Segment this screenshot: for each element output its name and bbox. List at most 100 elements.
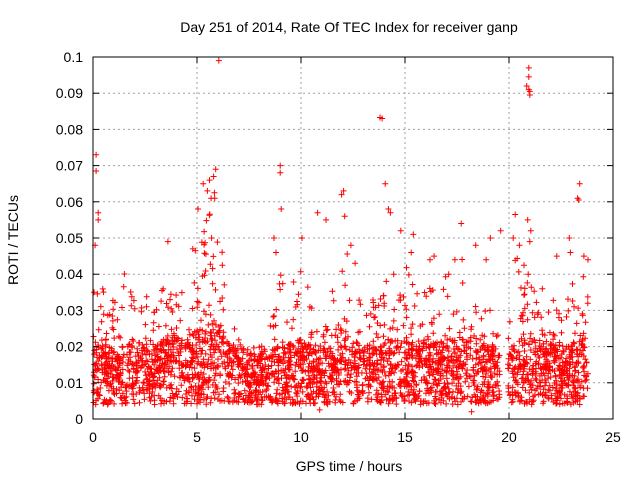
data-point xyxy=(207,351,214,358)
data-point xyxy=(184,395,191,402)
data-point xyxy=(176,365,183,372)
data-point xyxy=(91,389,98,396)
data-point xyxy=(207,261,214,268)
data-point xyxy=(277,272,284,279)
data-point xyxy=(550,342,557,349)
data-point xyxy=(199,362,206,369)
data-point xyxy=(229,366,236,373)
data-point xyxy=(103,369,109,376)
data-point xyxy=(142,368,149,375)
data-point xyxy=(325,360,332,367)
data-point xyxy=(248,350,254,357)
data-point xyxy=(224,370,231,377)
y-tick-label: 0.03 xyxy=(56,302,83,318)
data-point xyxy=(177,374,184,381)
data-point xyxy=(396,349,403,356)
data-point xyxy=(465,383,472,390)
x-tick-label: 5 xyxy=(193,429,201,445)
data-point xyxy=(351,398,358,405)
data-point xyxy=(178,344,185,351)
data-point xyxy=(377,399,384,406)
data-point xyxy=(141,347,148,354)
data-point xyxy=(448,353,455,360)
data-point xyxy=(329,288,336,295)
data-point xyxy=(167,296,173,303)
data-point xyxy=(367,354,374,361)
data-point xyxy=(385,336,392,343)
data-point xyxy=(468,323,475,330)
data-point xyxy=(195,206,201,212)
data-point xyxy=(550,357,557,364)
data-point xyxy=(444,293,451,300)
data-point xyxy=(423,293,430,300)
data-point xyxy=(189,375,196,382)
data-point xyxy=(351,350,358,357)
data-point xyxy=(508,353,515,360)
data-point xyxy=(202,328,209,335)
data-point xyxy=(173,391,180,398)
data-point xyxy=(484,347,491,354)
data-point xyxy=(140,379,147,386)
data-point xyxy=(320,345,327,352)
data-point xyxy=(278,375,285,382)
data-point xyxy=(463,344,470,351)
data-point xyxy=(432,340,439,347)
data-point xyxy=(497,227,504,234)
data-point xyxy=(205,356,212,363)
data-point xyxy=(252,387,259,393)
data-point xyxy=(304,391,311,398)
x-tick-label: 20 xyxy=(501,429,517,445)
data-point xyxy=(576,180,583,187)
data-point xyxy=(583,359,590,366)
data-point xyxy=(467,345,474,352)
data-point xyxy=(546,329,553,336)
data-point xyxy=(91,289,97,296)
data-point xyxy=(151,392,158,399)
data-point xyxy=(141,390,148,397)
data-point xyxy=(444,336,451,343)
data-point xyxy=(314,209,321,216)
data-point xyxy=(147,337,154,344)
data-point xyxy=(201,241,208,248)
data-point xyxy=(201,308,207,315)
data-point xyxy=(306,303,313,310)
data-point xyxy=(256,401,262,408)
data-point xyxy=(130,396,137,403)
data-point xyxy=(556,339,563,346)
data-point xyxy=(461,348,467,355)
data-point xyxy=(423,345,430,351)
data-point xyxy=(312,342,319,349)
data-point xyxy=(111,348,118,355)
data-point xyxy=(219,295,226,301)
data-point xyxy=(305,341,312,348)
data-point xyxy=(143,303,150,310)
data-point xyxy=(330,297,337,304)
data-point xyxy=(454,401,461,408)
data-point xyxy=(521,292,527,298)
data-point xyxy=(432,393,439,400)
data-point xyxy=(575,197,582,203)
data-point xyxy=(573,360,580,366)
data-point xyxy=(542,382,548,389)
data-point xyxy=(561,363,568,370)
data-point xyxy=(211,189,218,196)
data-point xyxy=(354,365,361,372)
data-point xyxy=(397,292,404,299)
data-point xyxy=(268,352,275,359)
data-point xyxy=(170,393,177,399)
data-point xyxy=(421,374,427,380)
data-point xyxy=(341,337,348,344)
data-point xyxy=(437,376,444,383)
data-point xyxy=(310,346,317,353)
data-point xyxy=(551,368,558,375)
data-point xyxy=(579,340,585,347)
data-point xyxy=(220,329,227,336)
data-point xyxy=(459,280,466,286)
data-point xyxy=(317,343,324,350)
data-point xyxy=(323,327,330,334)
data-point xyxy=(109,317,116,324)
data-point xyxy=(186,331,193,338)
data-point xyxy=(210,326,217,333)
data-point xyxy=(400,379,407,386)
